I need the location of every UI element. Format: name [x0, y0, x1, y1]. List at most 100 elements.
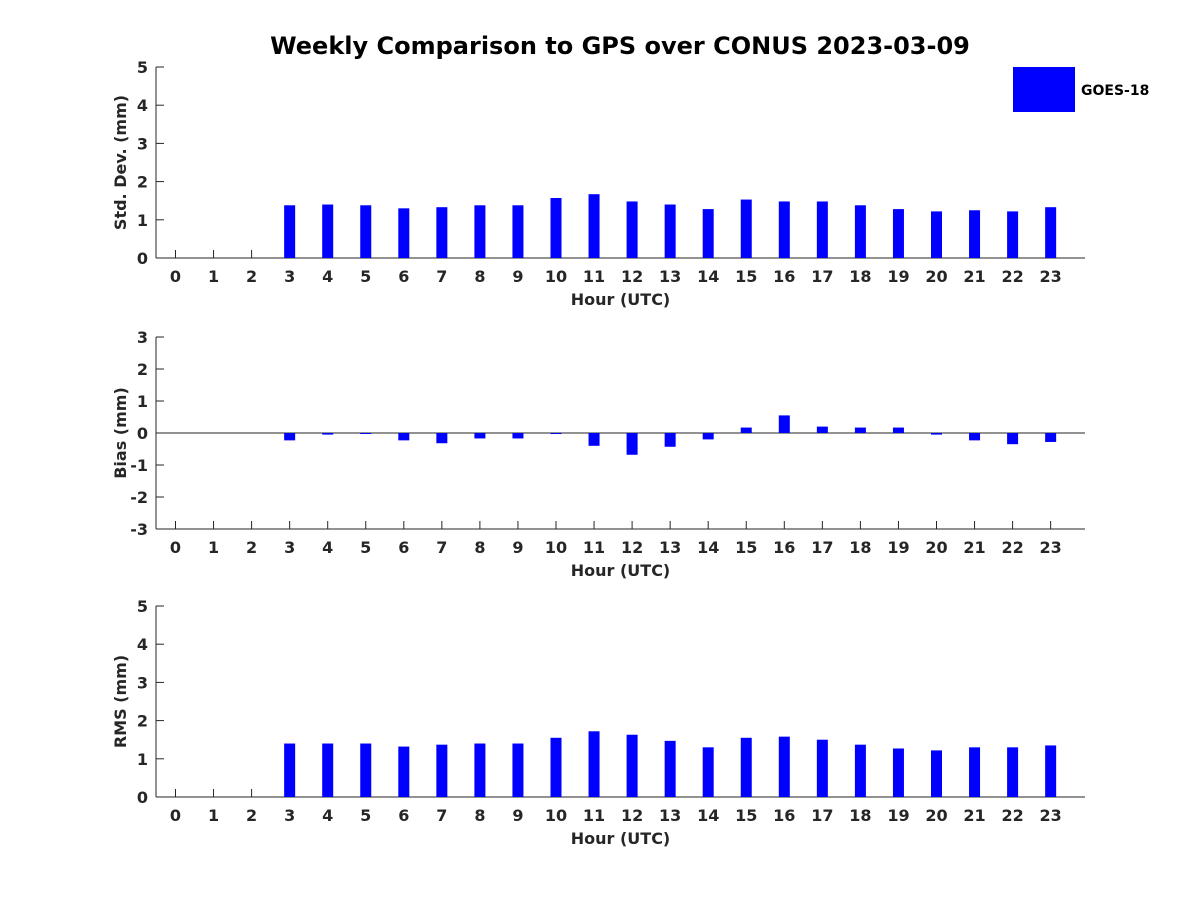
y-tick-label: -1 [130, 456, 148, 475]
bar [322, 433, 334, 435]
x-tick-label: 8 [474, 806, 485, 825]
x-tick-label: 1 [208, 538, 219, 557]
x-tick-label: 3 [284, 806, 295, 825]
x-tick-label: 11 [583, 267, 605, 286]
x-tick-label: 12 [621, 806, 643, 825]
x-tick-label: 16 [773, 806, 795, 825]
x-tick-label: 23 [1040, 538, 1062, 557]
x-tick-label: 2 [246, 267, 257, 286]
bar [931, 433, 942, 435]
x-tick-label: 2 [246, 538, 257, 557]
x-tick-label: 13 [659, 267, 681, 286]
bar [892, 427, 904, 433]
bar [702, 209, 714, 258]
bar [436, 433, 448, 444]
bar [969, 433, 981, 441]
bar [1007, 211, 1019, 258]
chart-title: Weekly Comparison to GPS over CONUS 2023… [270, 32, 970, 60]
bar [1045, 207, 1057, 258]
x-tick-label: 16 [773, 267, 795, 286]
x-tick-label: 14 [697, 806, 719, 825]
x-tick-label: 7 [436, 267, 447, 286]
x-tick-label: 1 [208, 806, 219, 825]
bar [1007, 747, 1019, 797]
x-tick-label: 19 [887, 267, 909, 286]
bar [474, 433, 486, 439]
bar [1007, 433, 1019, 445]
bar [702, 747, 714, 797]
bar [512, 743, 524, 797]
bar [740, 199, 752, 258]
legend: GOES-18 [1013, 67, 1149, 112]
y-tick-label: 3 [137, 673, 148, 692]
bar [398, 433, 410, 441]
y-tick-label: 0 [137, 788, 148, 807]
y-tick-label: 2 [137, 173, 148, 192]
x-tick-label: 18 [849, 806, 871, 825]
x-tick-label: 9 [512, 806, 523, 825]
x-axis-label: Hour (UTC) [571, 290, 671, 309]
x-tick-label: 4 [322, 267, 333, 286]
bar [702, 433, 714, 440]
bar [854, 205, 866, 258]
x-tick-label: 15 [735, 806, 757, 825]
x-tick-label: 3 [284, 538, 295, 557]
x-tick-label: 9 [512, 267, 523, 286]
bar [778, 415, 790, 433]
x-tick-label: 1 [208, 267, 219, 286]
y-tick-label: 1 [137, 392, 148, 411]
bar [322, 204, 334, 258]
x-tick-label: 22 [1001, 267, 1023, 286]
y-tick-label: -3 [130, 520, 148, 539]
y-tick-label: 5 [137, 58, 148, 77]
x-tick-label: 4 [322, 806, 333, 825]
x-tick-label: 8 [474, 538, 485, 557]
bar [816, 739, 828, 797]
x-tick-label: 0 [170, 806, 181, 825]
x-tick-label: 15 [735, 538, 757, 557]
x-tick-label: 3 [284, 267, 295, 286]
bar [436, 744, 448, 797]
bar [854, 744, 866, 797]
bar [588, 433, 600, 446]
bar [931, 750, 942, 797]
bar [969, 210, 981, 258]
x-tick-label: 10 [545, 538, 567, 557]
bar [1045, 745, 1057, 797]
x-tick-label: 12 [621, 538, 643, 557]
x-tick-label: 0 [170, 267, 181, 286]
bar [360, 743, 372, 797]
x-tick-label: 19 [887, 806, 909, 825]
y-tick-label: -2 [130, 488, 148, 507]
x-tick-label: 17 [811, 538, 833, 557]
bar [512, 205, 524, 258]
x-tick-label: 14 [697, 538, 719, 557]
x-tick-label: 12 [621, 267, 643, 286]
bar [550, 433, 562, 434]
bar [474, 743, 486, 797]
legend-swatch [1013, 67, 1075, 112]
x-tick-label: 2 [246, 806, 257, 825]
y-tick-label: 2 [137, 712, 148, 731]
bar [931, 211, 942, 258]
y-tick-label: 3 [137, 134, 148, 153]
x-tick-label: 10 [545, 267, 567, 286]
x-tick-label: 11 [583, 806, 605, 825]
x-axis-label: Hour (UTC) [571, 561, 671, 580]
bar [816, 201, 828, 258]
bar [969, 747, 981, 797]
x-tick-label: 5 [360, 806, 371, 825]
x-tick-label: 23 [1040, 806, 1062, 825]
y-tick-label: 0 [137, 424, 148, 443]
x-tick-label: 21 [963, 538, 985, 557]
bar [322, 743, 334, 797]
bar [664, 433, 676, 447]
bar [892, 209, 904, 258]
x-tick-label: 7 [436, 538, 447, 557]
bar [588, 731, 600, 797]
